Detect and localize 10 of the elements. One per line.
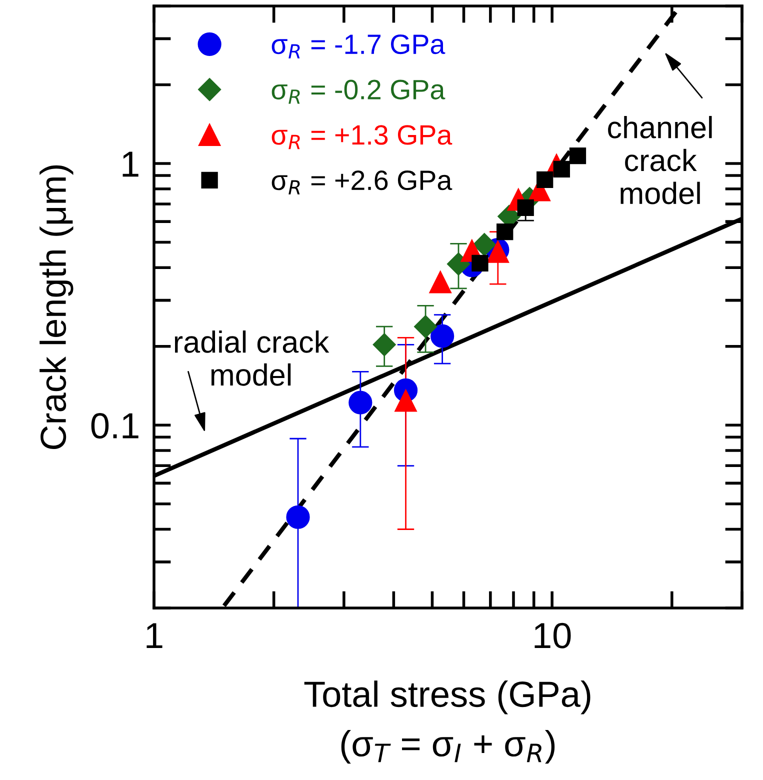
annotation: radial crack model bbox=[174, 330, 330, 386]
legend-label: σ$_{R}$ = -1.7 GPa bbox=[272, 34, 446, 58]
y-tick-label: 0.1 bbox=[91, 413, 138, 439]
x-tick-label: 10 bbox=[534, 622, 571, 648]
y-axis-title: Crack length (μm) bbox=[40, 165, 74, 450]
legend-label: σ$_{R}$ = -0.2 GPa bbox=[272, 80, 446, 104]
legend-label: σ$_{R}$ = +1.3 GPa bbox=[272, 125, 452, 150]
legend-label: σ$_{R}$ = +2.6 GPa bbox=[272, 170, 452, 194]
x-axis-title: Total stress (GPa) (σ$_{T}$ = σ$_{I}$ + σ$_{R}$) bbox=[304, 680, 590, 764]
annotation: channel crack model bbox=[608, 116, 712, 204]
